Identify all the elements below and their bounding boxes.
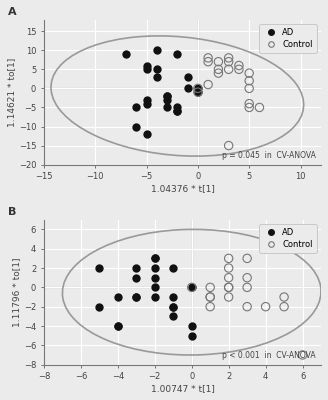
Point <box>216 58 221 65</box>
Point <box>226 55 231 61</box>
Point <box>208 294 213 300</box>
Point <box>300 352 305 358</box>
Point <box>164 104 170 111</box>
Point <box>115 323 120 329</box>
Point <box>189 284 194 290</box>
Point <box>226 66 231 72</box>
Point <box>244 255 250 262</box>
Point <box>208 294 213 300</box>
Point <box>164 97 170 103</box>
Point <box>206 81 211 88</box>
Point <box>257 104 262 111</box>
Point <box>152 265 157 271</box>
Point <box>123 51 129 57</box>
Point <box>144 100 149 107</box>
Point <box>226 284 231 290</box>
Text: B: B <box>8 207 16 217</box>
Point <box>281 304 287 310</box>
Point <box>244 274 250 281</box>
Point <box>216 70 221 76</box>
Point <box>152 284 157 290</box>
Point <box>247 85 252 92</box>
Point <box>144 97 149 103</box>
Point <box>236 66 241 72</box>
Point <box>226 265 231 271</box>
Point <box>133 294 139 300</box>
Point <box>189 332 194 339</box>
Point <box>133 274 139 281</box>
Text: A: A <box>8 7 16 17</box>
Point <box>263 304 268 310</box>
Point <box>152 255 157 262</box>
Point <box>164 93 170 99</box>
Point <box>263 246 268 252</box>
Point <box>171 313 176 320</box>
Point <box>154 66 159 72</box>
Point <box>208 304 213 310</box>
Point <box>189 323 194 329</box>
Point <box>226 255 231 262</box>
Point <box>175 108 180 114</box>
Point <box>195 89 200 95</box>
Point <box>133 294 139 300</box>
Point <box>247 100 252 107</box>
Point <box>154 47 159 54</box>
Text: p = 0.045  in  CV-ANOVA: p = 0.045 in CV-ANOVA <box>222 151 316 160</box>
Point <box>171 304 176 310</box>
Point <box>236 62 241 69</box>
Point <box>195 85 200 92</box>
Point <box>281 294 287 300</box>
Point <box>115 323 120 329</box>
Point <box>226 274 231 281</box>
Point <box>133 104 139 111</box>
Point <box>195 89 200 95</box>
Point <box>144 66 149 72</box>
Point <box>115 294 120 300</box>
Point <box>195 85 200 92</box>
X-axis label: 1.00747 * t[1]: 1.00747 * t[1] <box>151 384 215 393</box>
Point <box>152 274 157 281</box>
Point <box>247 104 252 111</box>
Point <box>152 294 157 300</box>
Point <box>171 265 176 271</box>
Point <box>206 58 211 65</box>
Legend: AD, Control: AD, Control <box>259 224 317 253</box>
Point <box>164 93 170 99</box>
Point <box>154 74 159 80</box>
Point <box>226 58 231 65</box>
Point <box>226 284 231 290</box>
Point <box>216 66 221 72</box>
Point <box>185 85 190 92</box>
Point <box>133 265 139 271</box>
X-axis label: 1.04376 * t[1]: 1.04376 * t[1] <box>151 184 215 193</box>
Point <box>175 104 180 111</box>
Text: p < 0.001  in  CV-ANOVA: p < 0.001 in CV-ANOVA <box>222 351 316 360</box>
Point <box>171 294 176 300</box>
Point <box>97 304 102 310</box>
Point <box>247 70 252 76</box>
Point <box>206 55 211 61</box>
Point <box>171 304 176 310</box>
Point <box>244 304 250 310</box>
Point <box>97 265 102 271</box>
Point <box>189 284 194 290</box>
Point <box>226 294 231 300</box>
Point <box>208 284 213 290</box>
Y-axis label: 1.11796 * to[1]: 1.11796 * to[1] <box>12 258 21 327</box>
Y-axis label: 1.14621 * to[1]: 1.14621 * to[1] <box>7 58 16 127</box>
Point <box>175 108 180 114</box>
Point <box>144 131 149 137</box>
Point <box>226 142 231 149</box>
Point <box>247 78 252 84</box>
Point <box>133 123 139 130</box>
Point <box>175 51 180 57</box>
Point <box>152 255 157 262</box>
Point <box>244 284 250 290</box>
Point <box>144 62 149 69</box>
Point <box>185 74 190 80</box>
Legend: AD, Control: AD, Control <box>259 24 317 53</box>
